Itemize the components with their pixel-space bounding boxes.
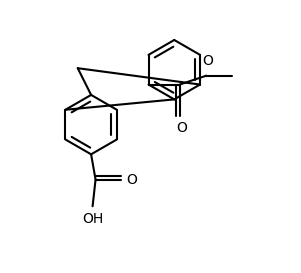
Text: O: O (176, 121, 187, 135)
Text: O: O (203, 54, 213, 68)
Text: OH: OH (82, 212, 103, 226)
Text: O: O (126, 173, 137, 186)
